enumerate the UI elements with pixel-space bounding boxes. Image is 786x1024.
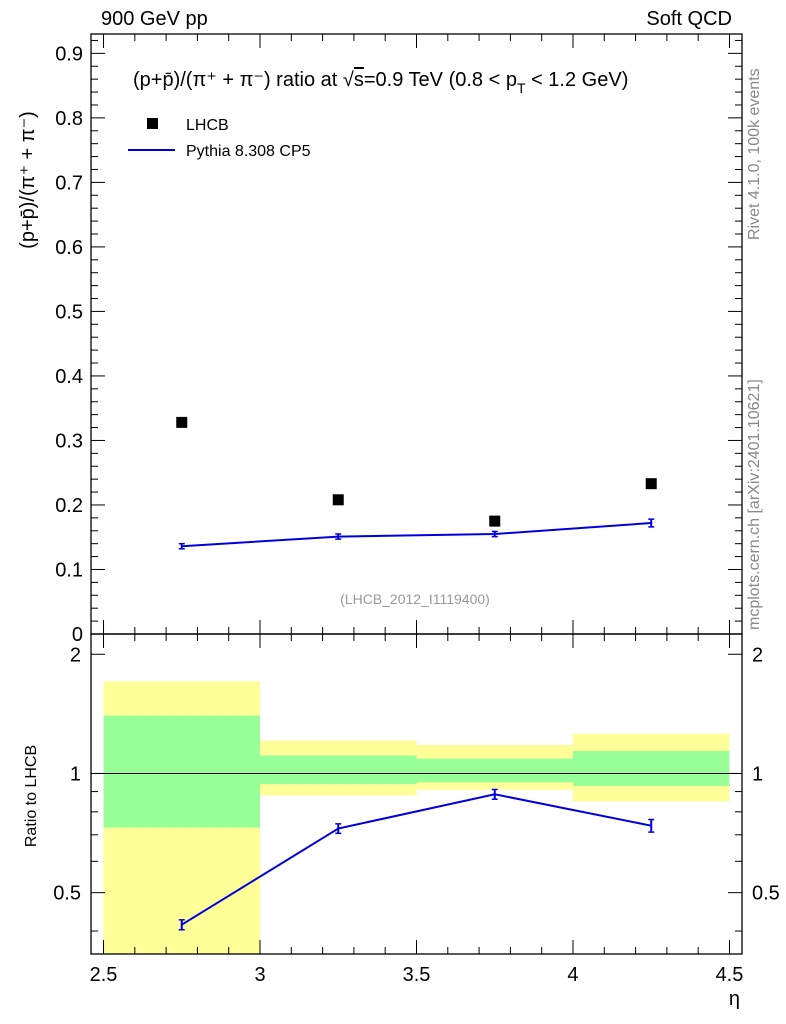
- main-lhcb-point: [645, 478, 657, 490]
- main-y-tick-label: 0.5: [55, 301, 83, 323]
- header-left-label: 900 GeV pp: [101, 8, 208, 30]
- x-tick-label: 3.5: [403, 964, 431, 986]
- main-title-root-arg: s: [354, 69, 364, 91]
- legend-lhcb-label: LHCB: [186, 117, 229, 134]
- legend-lhcb-marker: [147, 118, 158, 129]
- main-y-tick-label: 0: [72, 624, 83, 646]
- x-tick-label: 2.5: [90, 964, 118, 986]
- main-y-tick-label: 0.4: [55, 366, 83, 388]
- main-title-lead: (p+p̄)/(π⁺ + π⁻) ratio at: [133, 69, 343, 91]
- header-right-label: Soft QCD: [646, 8, 732, 30]
- main-y-tick-label: 0.9: [55, 43, 83, 65]
- ratio-y-axis-label: Ratio to LHCB: [23, 745, 40, 847]
- ratio-y-tick-label: 1: [70, 763, 81, 785]
- ratio-axes-layer: 2.5 3 3.5 4 4.5 0.5 0.5 1 1 2 2: [53, 634, 780, 986]
- main-lhcb-point: [332, 494, 344, 506]
- ratio-panel-frame: [90, 633, 743, 955]
- ratio-series-layer: [178, 788, 655, 931]
- main-title-root: √: [343, 69, 354, 91]
- x-tick-label: 4.5: [716, 964, 744, 986]
- ratio-y-tick-label-right: 1: [752, 763, 763, 785]
- main-y-tick-label: 0.6: [55, 237, 83, 259]
- main-title: (p+p̄)/(π⁺ + π⁻) ratio at √s=0.9 TeV (0.…: [133, 69, 628, 96]
- main-axes-layer: 0 0.1 0.2 0.3 0.4 0.5 0.6 0.7 0.8 0.9: [55, 34, 742, 646]
- main-title-sub: T: [517, 80, 526, 96]
- main-series-layer: [176, 416, 657, 550]
- legend-pythia-label: Pythia 8.308 CP5: [186, 143, 311, 160]
- main-watermark: (LHCB_2012_I1119400): [340, 591, 490, 607]
- main-lhcb-point: [489, 515, 501, 527]
- ratio-pythia-line: [181, 793, 652, 926]
- main-y-tick-label: 0.1: [55, 559, 83, 581]
- ratio-band-inner: [103, 715, 261, 828]
- main-y-tick-label: 0.8: [55, 108, 83, 130]
- x-tick-label: 4: [567, 964, 578, 986]
- main-y-tick-label: 0.7: [55, 172, 83, 194]
- main-y-tick-label: 0.3: [55, 430, 83, 452]
- x-tick-label: 3: [254, 964, 265, 986]
- ratio-y-tick-label-right: 2: [752, 644, 763, 666]
- main-title-tail: < 1.2 GeV): [526, 69, 629, 91]
- ratio-band-inner: [260, 755, 417, 785]
- ratio-y-tick-label: 0.5: [53, 883, 81, 905]
- ratio-y-tick-label: 2: [70, 644, 81, 666]
- ratio-bands-layer: [103, 681, 730, 954]
- ratio-band-inner: [572, 750, 730, 786]
- x-axis-label: η: [729, 988, 740, 1010]
- ratio-y-tick-label-right: 0.5: [752, 883, 780, 905]
- main-pythia-line: [181, 522, 652, 548]
- main-y-tick-label: 0.2: [55, 495, 83, 517]
- main-lhcb-point: [176, 416, 188, 428]
- ratio-band-inner: [416, 758, 573, 783]
- main-title-mid: =0.9 TeV (0.8 < p: [364, 69, 517, 91]
- main-y-axis-label: (p+p̄)/(π⁺ + π⁻): [17, 111, 39, 249]
